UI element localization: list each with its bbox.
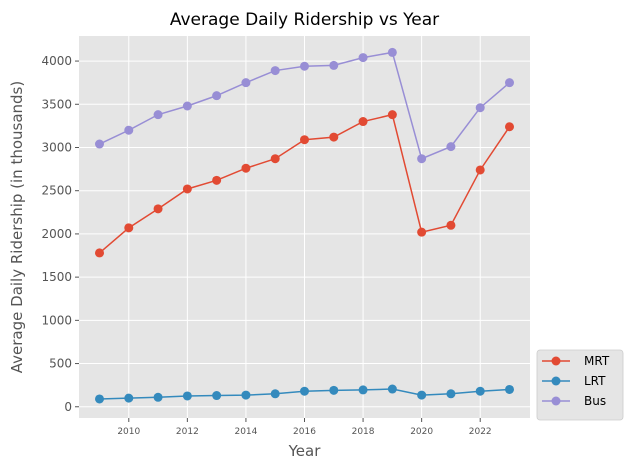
data-point-bus	[182, 101, 192, 111]
data-point-bus	[95, 139, 104, 149]
data-point-lrt	[182, 391, 192, 401]
y-axis-ticks: 0 500 1000 1500 2000 2500 3000 3500 4000	[41, 54, 79, 414]
x-tick-label: 2018	[352, 427, 375, 437]
data-point-lrt	[241, 390, 251, 400]
data-point-lrt	[124, 393, 134, 403]
y-tick-label: 2500	[41, 184, 72, 198]
data-point-bus	[124, 125, 134, 135]
legend-marker-bus	[551, 396, 561, 406]
x-tick-label: 2020	[410, 427, 433, 437]
y-tick-label: 2000	[41, 227, 72, 241]
data-point-bus	[358, 53, 368, 63]
legend-label-lrt: LRT	[584, 374, 606, 388]
data-point-mrt	[358, 117, 368, 127]
x-axis-ticks: 2010 2012 2014 2016 2018 2020 2022	[117, 418, 492, 437]
x-axis-label: Year	[288, 442, 322, 460]
data-point-lrt	[417, 390, 427, 400]
y-tick-label: 3000	[41, 140, 72, 154]
data-point-lrt	[212, 391, 222, 401]
data-point-lrt	[475, 386, 485, 396]
x-tick-label: 2022	[469, 427, 492, 437]
y-axis-label: Average Daily Ridership (in thousands)	[8, 81, 26, 373]
grid	[79, 36, 530, 418]
data-point-bus	[475, 103, 485, 113]
data-point-mrt	[505, 122, 514, 132]
data-point-bus	[446, 142, 456, 152]
legend-label-bus: Bus	[584, 394, 606, 408]
legend: MRT LRT Bus	[536, 349, 624, 421]
data-point-mrt	[446, 220, 456, 230]
x-tick-label: 2010	[117, 427, 140, 437]
legend-marker-lrt	[551, 376, 561, 386]
y-tick-label: 1000	[41, 313, 72, 327]
data-point-lrt	[387, 384, 397, 394]
data-point-bus	[153, 110, 163, 120]
data-point-bus	[241, 78, 251, 88]
data-point-mrt	[153, 204, 163, 214]
data-point-lrt	[95, 394, 104, 404]
data-point-mrt	[241, 163, 251, 173]
data-point-mrt	[212, 175, 222, 185]
data-point-mrt	[95, 248, 104, 258]
data-point-lrt	[300, 386, 309, 396]
data-point-bus	[212, 91, 222, 101]
data-point-bus	[300, 61, 309, 71]
data-point-mrt	[475, 165, 485, 175]
data-point-mrt	[387, 110, 397, 120]
data-point-mrt	[300, 135, 309, 145]
data-point-bus	[270, 66, 280, 76]
data-point-mrt	[124, 223, 134, 233]
y-tick-label: 3500	[41, 97, 72, 111]
data-point-bus	[387, 47, 397, 57]
x-tick-label: 2012	[176, 427, 199, 437]
data-point-lrt	[329, 385, 339, 395]
data-point-mrt	[329, 132, 339, 142]
data-point-bus	[417, 154, 427, 164]
data-point-bus	[505, 78, 514, 88]
data-point-mrt	[182, 184, 192, 194]
y-tick-label: 0	[64, 400, 72, 414]
data-point-lrt	[270, 389, 280, 399]
x-tick-label: 2014	[234, 427, 257, 437]
data-point-lrt	[446, 389, 456, 399]
chart-title: Average Daily Ridership vs Year	[170, 10, 439, 30]
x-tick-label: 2016	[293, 427, 316, 437]
data-point-mrt	[270, 154, 280, 164]
data-point-lrt	[505, 384, 514, 394]
data-point-lrt	[153, 392, 163, 402]
data-point-lrt	[358, 385, 368, 395]
data-point-bus	[329, 60, 339, 70]
legend-marker-mrt	[551, 356, 561, 366]
y-tick-label: 4000	[41, 54, 72, 68]
data-point-mrt	[417, 227, 427, 237]
y-tick-label: 1500	[41, 270, 72, 284]
legend-label-mrt: MRT	[584, 354, 610, 368]
y-tick-label: 500	[49, 357, 72, 371]
series-layer	[95, 47, 514, 404]
